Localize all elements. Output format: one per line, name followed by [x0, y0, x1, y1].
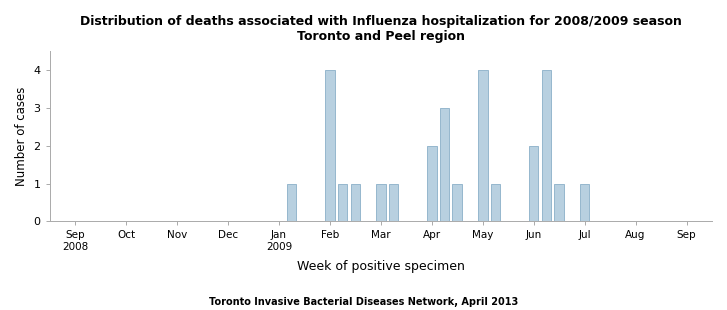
Bar: [529, 146, 539, 221]
Bar: [491, 184, 500, 221]
Bar: [350, 184, 360, 221]
Bar: [376, 184, 385, 221]
Bar: [580, 184, 590, 221]
Title: Distribution of deaths associated with Influenza hospitalization for 2008/2009 s: Distribution of deaths associated with I…: [80, 15, 682, 43]
Bar: [452, 184, 462, 221]
Bar: [389, 184, 398, 221]
Y-axis label: Number of cases: Number of cases: [15, 86, 28, 186]
Bar: [325, 70, 334, 221]
Bar: [338, 184, 348, 221]
Bar: [440, 108, 449, 221]
Bar: [542, 70, 551, 221]
Bar: [427, 146, 437, 221]
Bar: [287, 184, 297, 221]
Bar: [555, 184, 564, 221]
Bar: [478, 70, 488, 221]
X-axis label: Week of positive specimen: Week of positive specimen: [297, 260, 465, 273]
Text: Toronto Invasive Bacterial Diseases Network, April 2013: Toronto Invasive Bacterial Diseases Netw…: [209, 297, 518, 307]
